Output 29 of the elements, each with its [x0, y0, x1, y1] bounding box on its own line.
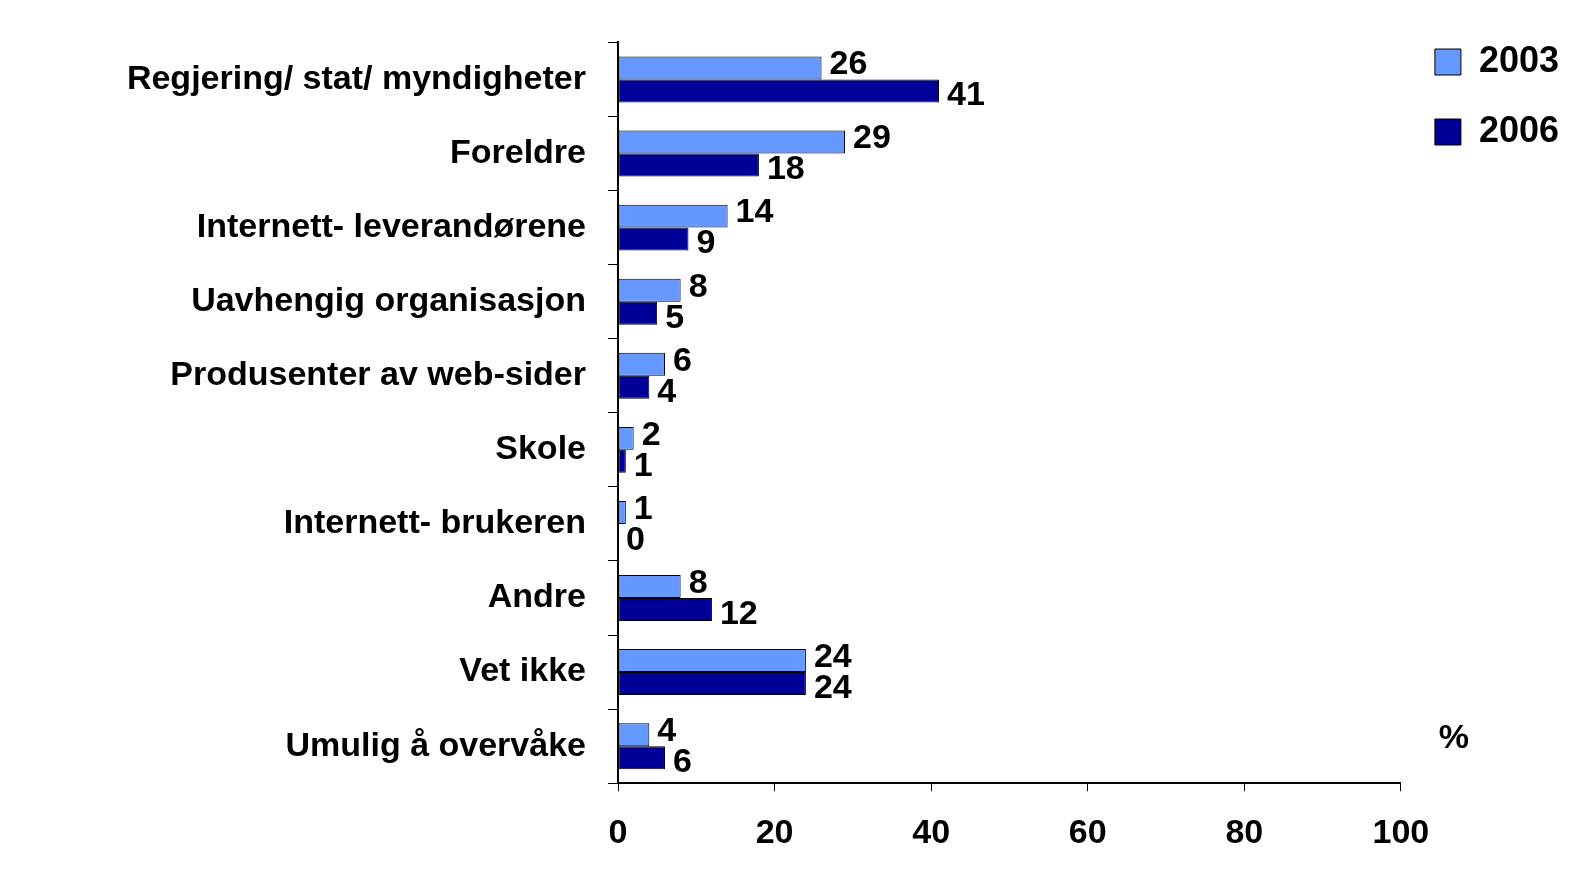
- y-tick-label: Andre: [487, 576, 586, 615]
- data-label: 12: [719, 592, 758, 631]
- data-label: 18: [766, 148, 805, 187]
- data-label: 8: [688, 265, 708, 304]
- data-label: 9: [696, 222, 716, 261]
- y-tick-label: Regjering/ stat/ myndigheter: [126, 57, 586, 96]
- y-tick-label: Vet ikke: [459, 650, 586, 689]
- data-label: 41: [946, 74, 985, 113]
- y-tick-label: Uavhengig organisasjon: [191, 280, 586, 319]
- data-label: 14: [735, 191, 774, 230]
- data-label: 26: [829, 43, 868, 82]
- y-tick-label: Umulig å overvåke: [285, 724, 586, 763]
- data-label: 8: [688, 561, 708, 600]
- x-tick-label: 80: [1225, 811, 1264, 850]
- x-tick-label: 20: [755, 811, 794, 850]
- y-tick-label: Internett- leverandørene: [196, 205, 586, 244]
- legend-label: 2003: [1478, 38, 1560, 80]
- y-tick-label: Produsenter av web-sider: [170, 354, 586, 393]
- x-tick-label: 60: [1068, 811, 1107, 850]
- x-tick-label: 100: [1372, 811, 1430, 850]
- x-tick-label: 40: [912, 811, 951, 850]
- x-axis-title: %: [1438, 716, 1470, 755]
- y-tick-label: Skole: [495, 428, 586, 467]
- data-label: 5: [665, 296, 685, 335]
- data-label: 29: [853, 117, 891, 156]
- y-tick-label: Internett- brukeren: [283, 502, 586, 541]
- legend-label: 2006: [1478, 108, 1560, 150]
- y-tick-label: Foreldre: [449, 131, 586, 170]
- x-tick-label: 0: [608, 811, 628, 850]
